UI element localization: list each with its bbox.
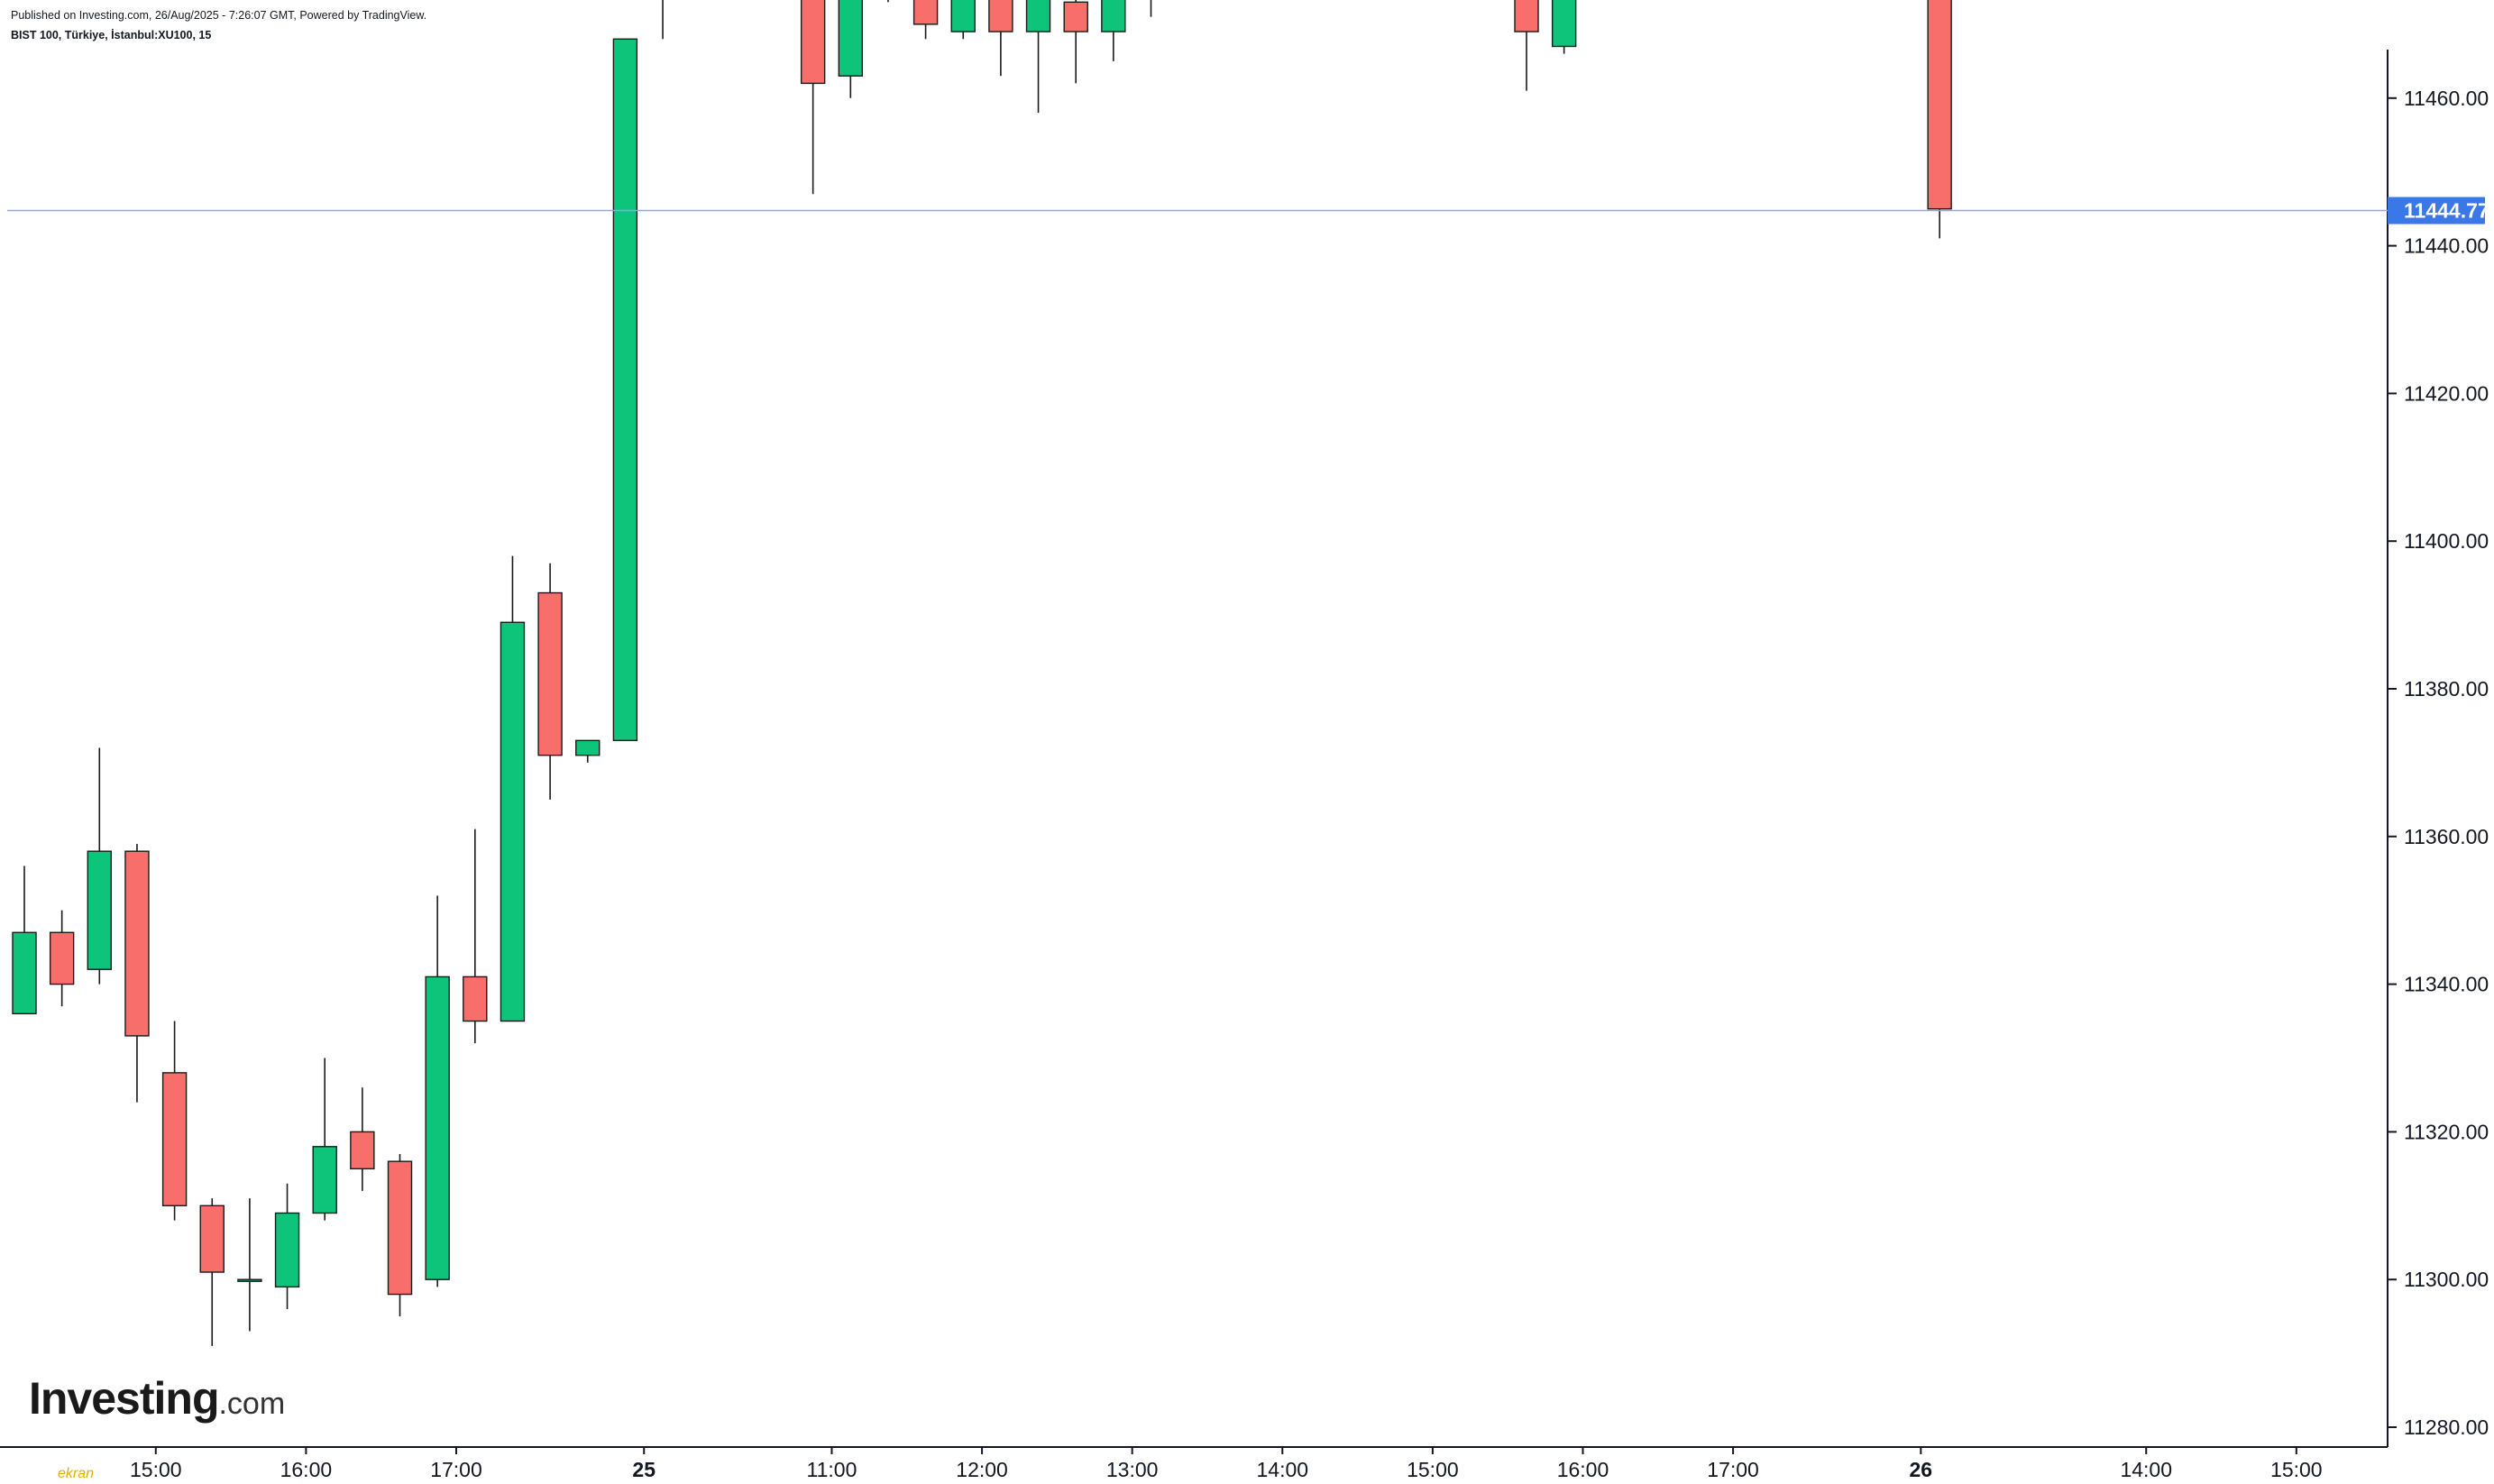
candle <box>988 0 1013 77</box>
price-axis[interactable]: 11280.00 11300.00 11320.00 11340.00 11360.00… <box>2387 0 2489 1447</box>
candle-body <box>537 591 563 756</box>
price-tick-label: 11460.00 <box>2404 87 2489 110</box>
time-tick-label: 14:00 <box>2120 1458 2172 1481</box>
candle-body <box>1927 0 1952 210</box>
chart-header: Published on Investing.com, 26/Aug/2025 … <box>11 5 426 45</box>
time-tick-label: 12:00 <box>956 1458 1008 1481</box>
candle-body <box>1101 0 1126 32</box>
candle <box>1150 0 1152 17</box>
time-tick-label: 25 <box>632 1458 656 1481</box>
candle <box>1514 0 1539 91</box>
candle-body <box>612 38 638 742</box>
candle-body <box>838 0 863 77</box>
published-note: Published on Investing.com, 26/Aug/2025 … <box>11 9 427 22</box>
candle <box>1551 0 1577 54</box>
candle-body <box>87 850 113 970</box>
candle-body <box>912 0 939 25</box>
price-tick-label: 11320.00 <box>2404 1120 2489 1143</box>
candle-body <box>161 1072 188 1207</box>
time-tick-label: 16:00 <box>280 1458 333 1481</box>
time-tick-label: 17:00 <box>1707 1458 1759 1481</box>
candle-body <box>274 1212 300 1288</box>
price-tick-label: 11380.00 <box>2404 677 2489 701</box>
time-tick-label: 26 <box>1910 1458 1933 1481</box>
investing-logo: Investing.com <box>29 1372 285 1424</box>
candle-body <box>49 931 75 985</box>
candle <box>887 0 889 3</box>
candle-body <box>199 1205 225 1273</box>
candle-body <box>1551 0 1577 48</box>
time-axis[interactable]: 15:00 16:00 17:00 25 11:00 12:00 13:00 14:00 15:… <box>0 1446 2388 1481</box>
candle <box>274 1183 300 1309</box>
candle-body <box>463 976 488 1022</box>
last-price-layer: 11444.77 <box>7 197 2489 224</box>
candle <box>237 1198 262 1332</box>
candle-body <box>312 1146 337 1214</box>
candle <box>425 895 450 1287</box>
time-tick-label: 17:00 <box>430 1458 482 1481</box>
candle-body <box>800 0 826 85</box>
time-tick-label: 11:00 <box>807 1458 857 1481</box>
candle <box>537 563 563 800</box>
candle-body <box>237 1278 262 1282</box>
last-price-label-text: 11444.77 <box>2404 199 2489 223</box>
time-tick-label: 15:00 <box>1407 1458 1459 1481</box>
watermark: ekran <box>58 1466 95 1481</box>
time-tick-label: 14:00 <box>1256 1458 1308 1481</box>
candle-body <box>1063 1 1088 32</box>
candle <box>912 0 939 40</box>
candle <box>1101 0 1126 61</box>
candle <box>838 0 863 98</box>
candle <box>950 0 976 40</box>
price-tick-label: 11360.00 <box>2404 825 2489 848</box>
candle <box>12 866 37 1015</box>
candle-body <box>387 1160 413 1296</box>
last-price-label: 11444.77 <box>2388 197 2489 224</box>
price-tick-label: 11400.00 <box>2404 529 2489 553</box>
candle <box>500 555 526 1022</box>
last-price-label-bg <box>2388 197 2485 224</box>
price-tick-label: 11420.00 <box>2404 381 2489 405</box>
candle <box>1063 0 1088 84</box>
candle <box>463 829 488 1044</box>
time-tick-label: 16:00 <box>1557 1458 1609 1481</box>
time-tick-label: 15:00 <box>130 1458 182 1481</box>
candle <box>312 1058 337 1221</box>
logo-domain: .com <box>218 1387 286 1421</box>
candle-body <box>988 0 1013 32</box>
candle-body <box>1514 0 1539 32</box>
candle <box>387 1153 413 1317</box>
candle <box>124 843 150 1103</box>
candles-layer <box>12 0 1952 1346</box>
candle-body <box>950 0 976 32</box>
candle-body <box>575 739 601 756</box>
candle-body <box>1025 0 1051 32</box>
candle <box>800 0 826 195</box>
candle <box>662 0 664 40</box>
price-tick-label: 11300.00 <box>2404 1268 2489 1291</box>
candle <box>161 1021 188 1221</box>
time-tick-label: 15:00 <box>2270 1458 2323 1481</box>
candle <box>1025 0 1051 114</box>
candle <box>575 739 601 763</box>
price-tick-label: 11340.00 <box>2404 973 2489 996</box>
candle-body <box>500 621 526 1022</box>
symbol-title: BIST 100, Türkiye, İstanbul:XU100, 15 <box>11 29 212 41</box>
candle <box>612 38 638 742</box>
price-tick-label: 11440.00 <box>2404 234 2489 258</box>
candle <box>49 910 75 1007</box>
candle-body <box>350 1131 375 1170</box>
price-tick-label: 11280.00 <box>2404 1415 2489 1439</box>
candle <box>87 747 113 985</box>
logo-brand: Investing <box>29 1373 219 1424</box>
candle <box>350 1087 375 1191</box>
candle-body <box>124 850 150 1037</box>
time-tick-label: 13:00 <box>1106 1458 1159 1481</box>
candle-body <box>425 976 450 1280</box>
candle <box>1927 0 1952 239</box>
candle-body <box>12 931 37 1015</box>
candle <box>199 1198 225 1346</box>
